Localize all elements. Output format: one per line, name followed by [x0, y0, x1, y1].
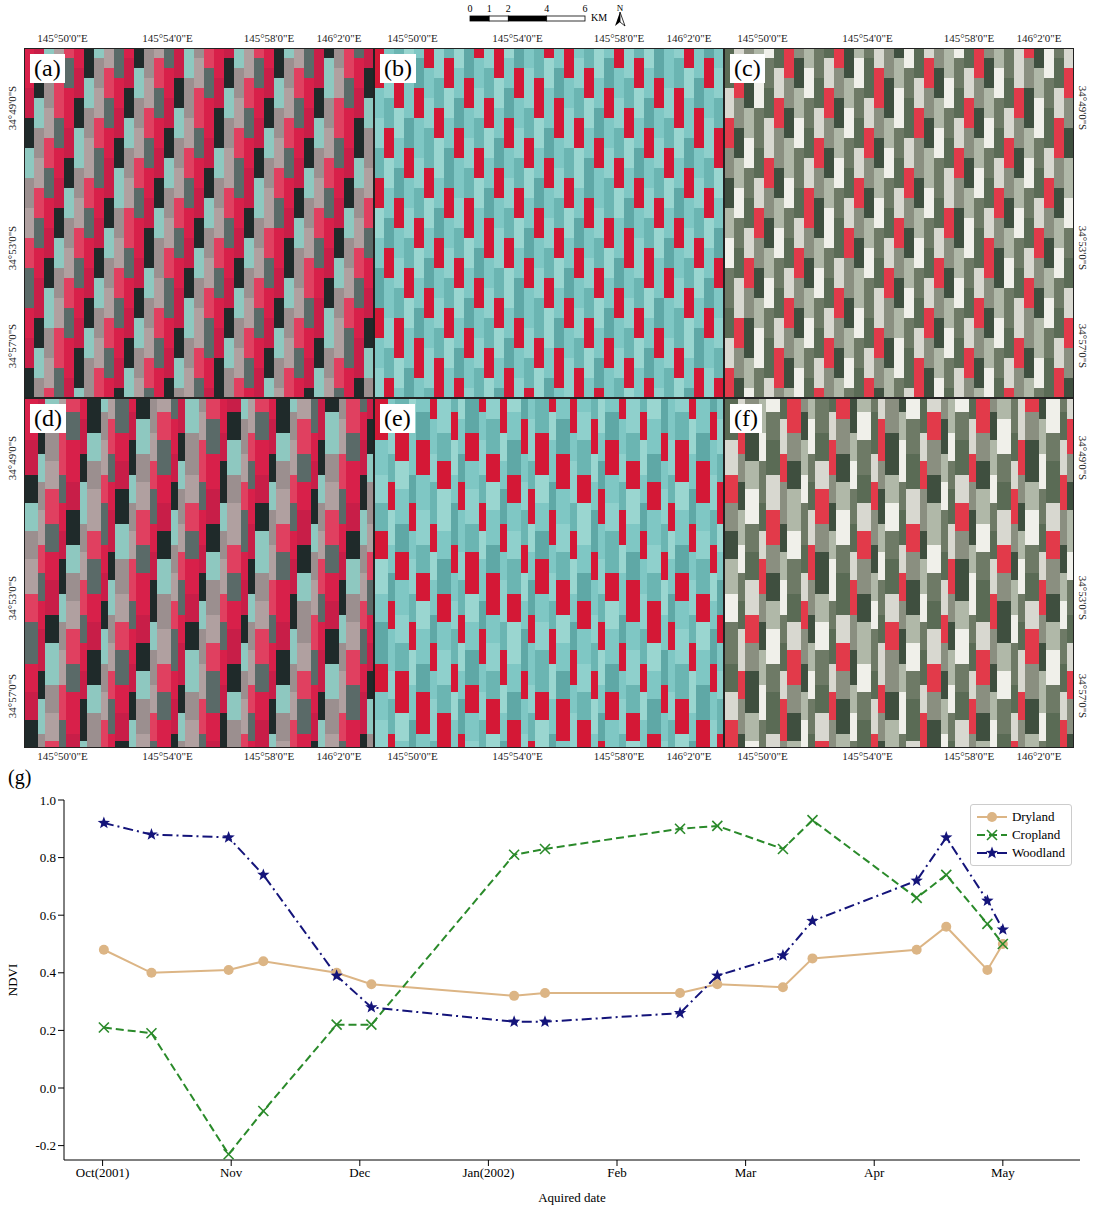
html-text:(g): (g) — [8, 766, 32, 788]
html-text:146°2'0"E: 146°2'0"E — [316, 32, 362, 44]
html-text:145°54'0"E: 145°54'0"E — [142, 750, 193, 762]
html-text:145°54'0"E: 145°54'0"E — [142, 32, 193, 44]
html-text:146°2'0"E: 146°2'0"E — [1016, 32, 1062, 44]
html-text:145°58'0"E: 145°58'0"E — [943, 750, 995, 762]
svg-text:1: 1 — [487, 3, 492, 14]
html-text:34°57'0"S: 34°57'0"S — [1077, 323, 1089, 368]
html-text:145°58'0"E: 145°58'0"E — [243, 750, 295, 762]
svg-text:May: May — [991, 1165, 1015, 1180]
svg-text:0.4: 0.4 — [40, 965, 57, 980]
html-text:34°49'0"S: 34°49'0"S — [6, 435, 18, 480]
svg-text:0.6: 0.6 — [40, 908, 57, 923]
svg-text:Mar: Mar — [735, 1165, 757, 1180]
html-text:34°49'0"S: 34°49'0"S — [1077, 435, 1089, 480]
html-text:(a): (a) — [34, 55, 61, 81]
svg-text:N: N — [617, 3, 624, 13]
html-text:34°53'0"S: 34°53'0"S — [1077, 225, 1089, 270]
html-text:145°54'0"E: 145°54'0"E — [842, 32, 893, 44]
html-text:146°2'0"E: 146°2'0"E — [666, 32, 712, 44]
html-text:34°53'0"S: 34°53'0"S — [6, 575, 18, 620]
svg-text:-0.2: -0.2 — [35, 1138, 56, 1153]
html-text:(c): (c) — [734, 55, 761, 81]
html-text:34°49'0"S: 34°49'0"S — [6, 85, 18, 130]
svg-text:Apr: Apr — [864, 1165, 885, 1180]
html-text:145°58'0"E: 145°58'0"E — [243, 32, 295, 44]
html-text:145°50'0"E: 145°50'0"E — [387, 32, 438, 44]
html-text:34°53'0"S: 34°53'0"S — [6, 225, 18, 270]
svg-text:0.2: 0.2 — [40, 1023, 56, 1038]
svg-text:Dec: Dec — [349, 1165, 370, 1180]
svg-text:4: 4 — [544, 3, 549, 14]
html-text:Woodland: Woodland — [1011, 845, 1065, 860]
svg-text:6: 6 — [583, 3, 588, 14]
svg-text:2: 2 — [506, 3, 511, 14]
svg-text:0: 0 — [468, 3, 473, 14]
svg-text:Nov: Nov — [220, 1165, 243, 1180]
html-text:(b): (b) — [384, 55, 412, 81]
svg-text:KM: KM — [591, 12, 607, 23]
html-text:145°50'0"E: 145°50'0"E — [737, 750, 788, 762]
html-text:145°50'0"E: 145°50'0"E — [387, 750, 438, 762]
html-text:145°54'0"E: 145°54'0"E — [492, 750, 543, 762]
html-text:145°50'0"E: 145°50'0"E — [37, 750, 88, 762]
html-text:146°2'0"E: 146°2'0"E — [666, 750, 712, 762]
svg-text:0.0: 0.0 — [40, 1081, 56, 1096]
html-text:145°54'0"E: 145°54'0"E — [492, 32, 543, 44]
html-text:(e): (e) — [384, 405, 411, 431]
html-text:34°57'0"S: 34°57'0"S — [6, 323, 18, 368]
html-text:34°49'0"S: 34°49'0"S — [1077, 85, 1089, 130]
html-text:145°58'0"E: 145°58'0"E — [943, 32, 995, 44]
html-text:145°58'0"E: 145°58'0"E — [593, 750, 645, 762]
html-text:Cropland: Cropland — [1011, 827, 1061, 842]
html-text:145°58'0"E: 145°58'0"E — [593, 32, 645, 44]
html-text:(f): (f) — [734, 405, 758, 431]
html-text:34°57'0"S: 34°57'0"S — [6, 673, 18, 718]
svg-text:0.8: 0.8 — [40, 850, 56, 865]
svg-text:1.0: 1.0 — [40, 793, 56, 808]
html-text:Dryland: Dryland — [1011, 809, 1055, 824]
svg-text:Oct(2001): Oct(2001) — [76, 1165, 129, 1180]
html-text:34°57'0"S: 34°57'0"S — [1077, 673, 1089, 718]
html-text:34°53'0"S: 34°53'0"S — [1077, 575, 1089, 620]
html-text:146°2'0"E: 146°2'0"E — [1016, 750, 1062, 762]
svg-text:NDVI: NDVI — [5, 964, 20, 997]
html-text:145°50'0"E: 145°50'0"E — [37, 32, 88, 44]
svg-text:Jan(2002): Jan(2002) — [462, 1165, 514, 1180]
html-text:145°54'0"E: 145°54'0"E — [842, 750, 893, 762]
html-text:(d): (d) — [34, 405, 62, 431]
html-text:146°2'0"E: 146°2'0"E — [316, 750, 362, 762]
svg-text:Feb: Feb — [607, 1165, 627, 1180]
svg-text:Aquired date: Aquired date — [538, 1190, 606, 1205]
html-text:145°50'0"E: 145°50'0"E — [737, 32, 788, 44]
